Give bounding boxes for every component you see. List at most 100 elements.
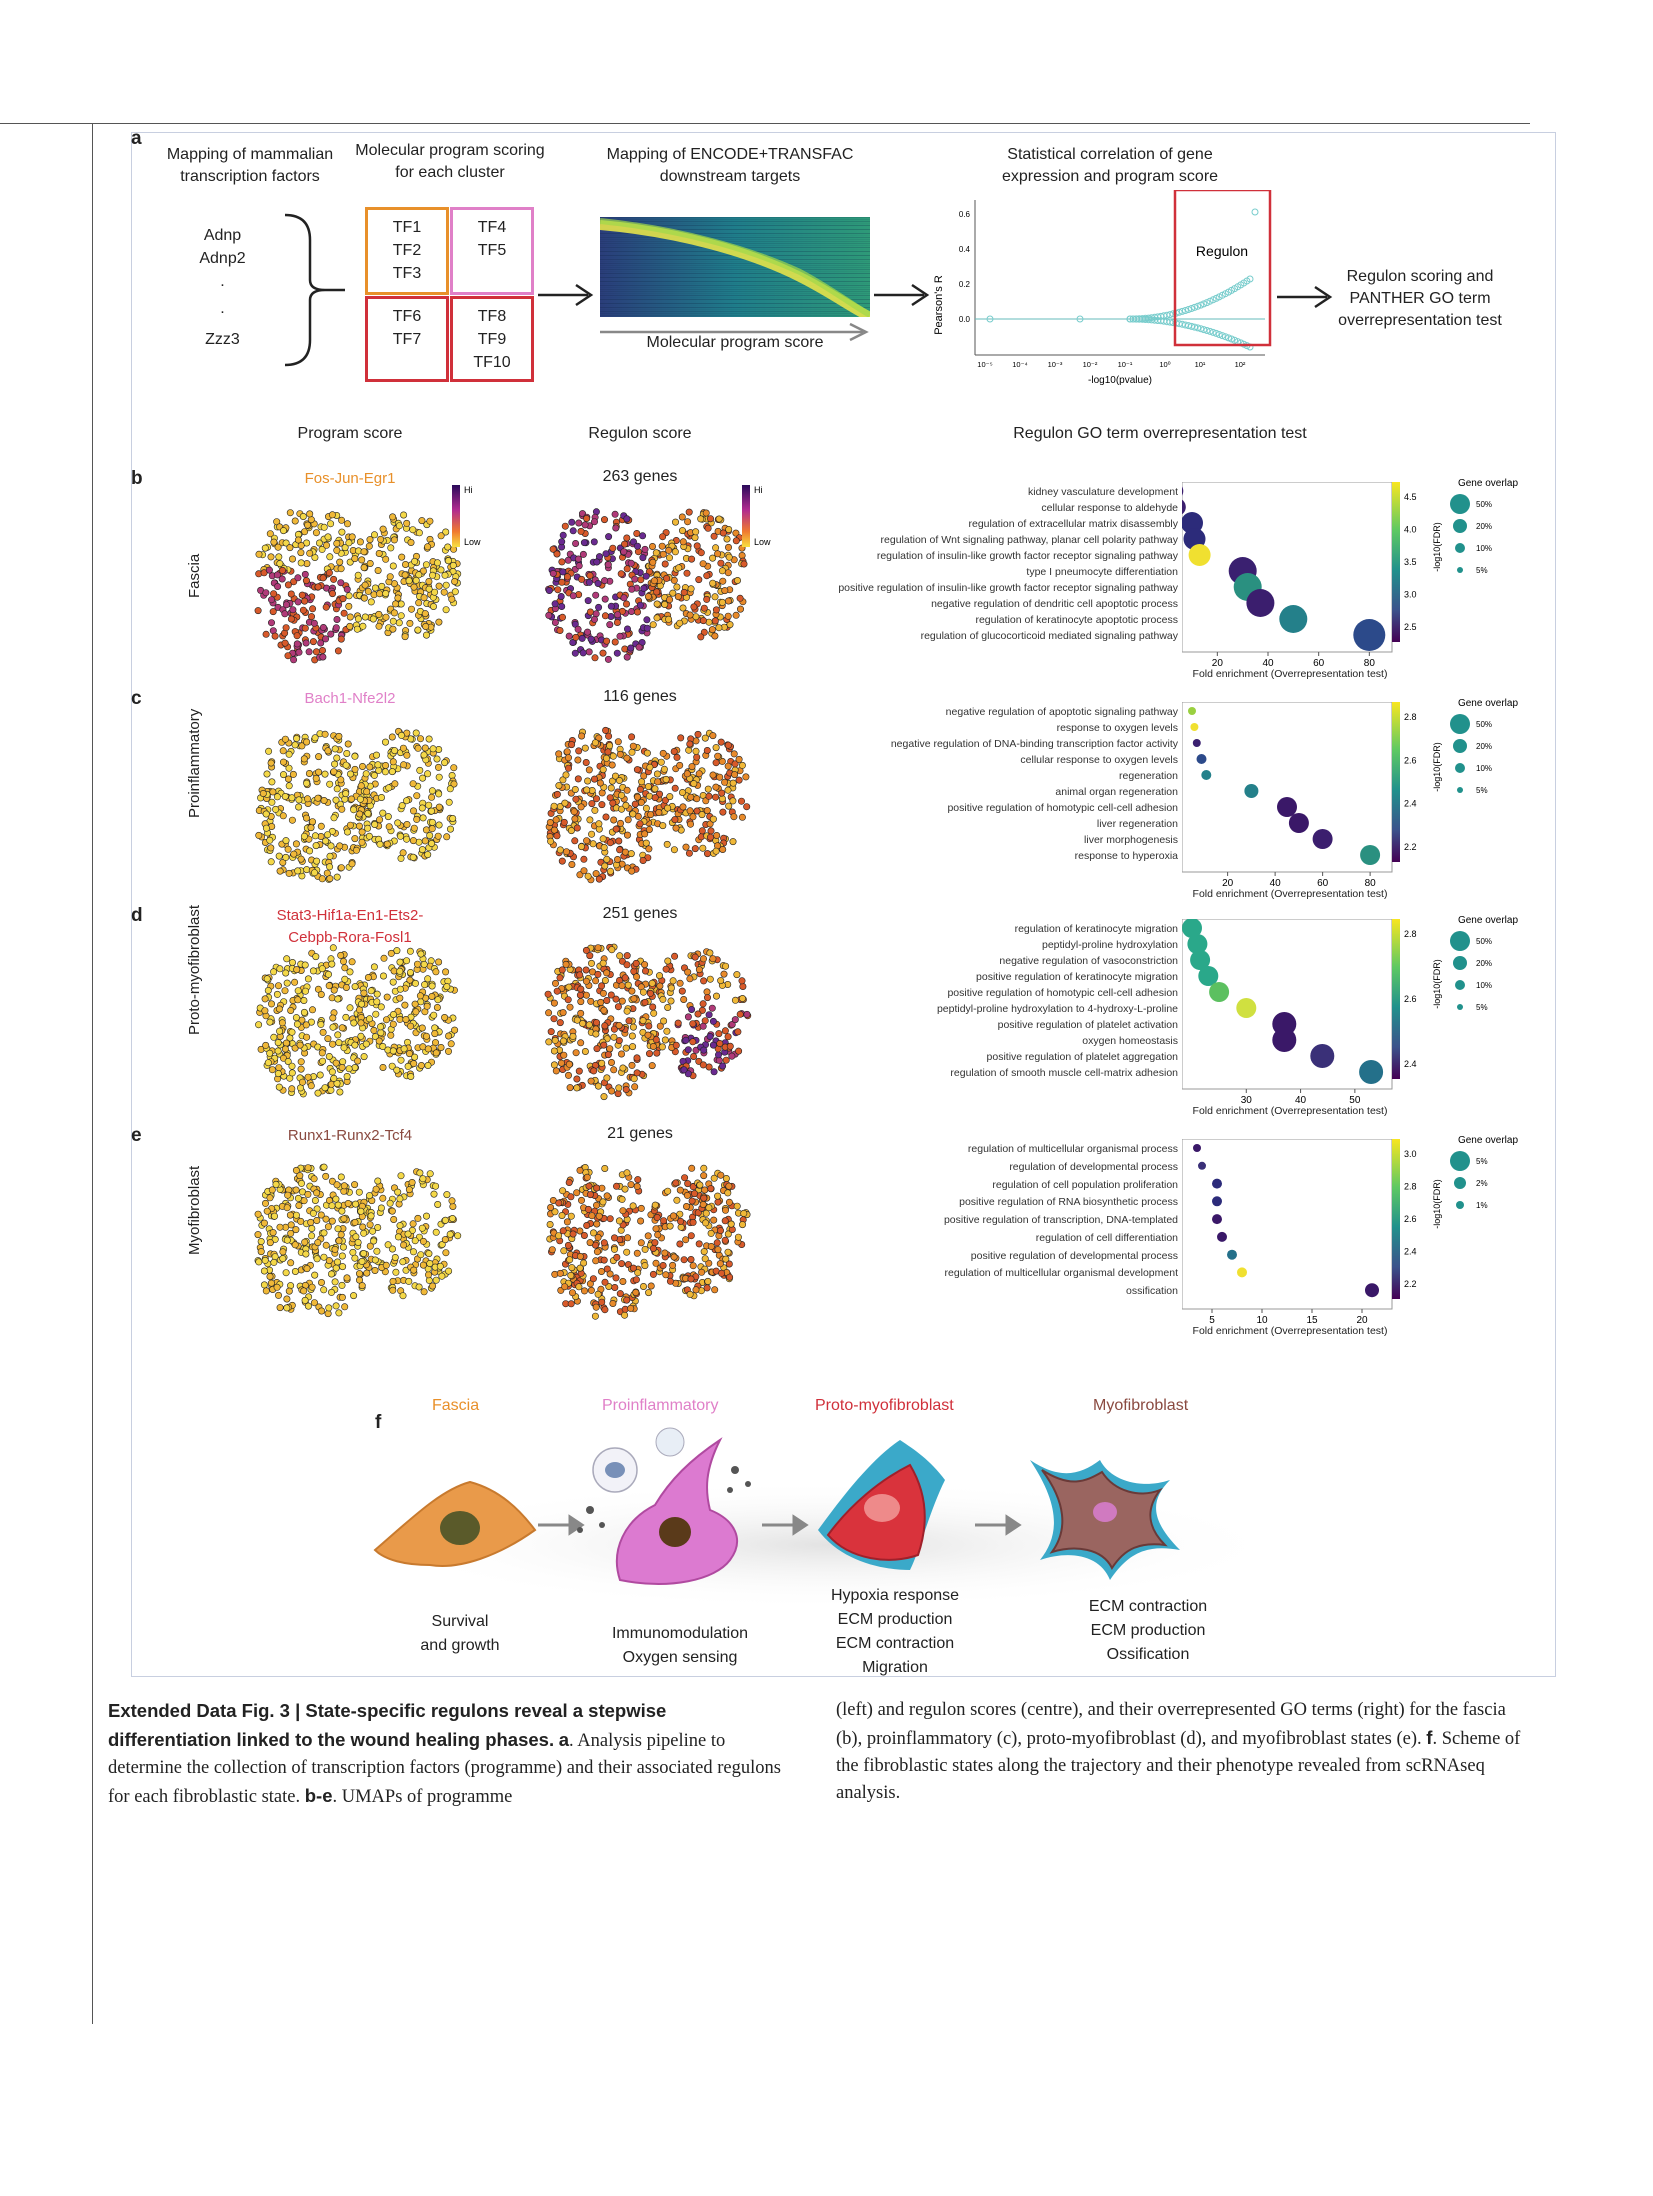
tf-box-4-text: TF8 TF9 TF10	[473, 308, 511, 371]
go-xlabel: Fold enrichment (Overrepresentation test…	[1192, 888, 1388, 900]
tf-program-name: Fos-Jun-Egr1	[304, 470, 396, 487]
colorbar-low: Low	[464, 537, 481, 547]
go-term-label: liver regeneration	[1096, 818, 1178, 830]
go-xtick: 20	[1212, 658, 1224, 669]
arrow-icon	[1277, 285, 1333, 309]
fdr-tick: 3.5	[1404, 557, 1417, 567]
panel-letter-d: d	[131, 905, 143, 926]
fdr-tick: 4.5	[1404, 492, 1417, 502]
size-legend-title: Gene overlap	[1458, 915, 1518, 926]
size-legend-label: 1%	[1476, 1201, 1488, 1210]
scatter-ytick: 0.6	[959, 210, 971, 219]
go-dot	[1244, 784, 1259, 798]
go-term-label: positive regulation of transcription, DN…	[943, 1214, 1178, 1227]
phenotype-line: ECM production	[1090, 1622, 1206, 1639]
tf-ellipsis: .	[220, 300, 225, 317]
heatmap-arrow-icon	[600, 322, 869, 342]
go-dot	[1192, 739, 1201, 747]
arrow-icon	[538, 283, 594, 307]
go-dotplot: 20 40 60 80	[1182, 702, 1393, 889]
program-score-umap	[254, 509, 462, 664]
caption-be-lead: b-e	[304, 1785, 333, 1806]
state-label: Proinflammatory	[186, 708, 203, 818]
regulon-score-umap	[546, 1163, 751, 1320]
size-legend-label: 5%	[1476, 1157, 1488, 1166]
tf-box-3: TF6 TF7	[365, 296, 449, 382]
size-legend-label: 5%	[1476, 566, 1488, 575]
regulon-label: Regulon	[1196, 243, 1248, 259]
scatter-xtick: 10⁻³	[1048, 360, 1063, 369]
tf-program-title: Runx1-Runx2-Tcf4	[255, 1125, 445, 1147]
panel-letter-b: b	[131, 468, 143, 489]
caption-be-text-cont: (left) and regulon scores (centre), and …	[836, 1700, 1506, 1749]
regulon-score-umap	[544, 943, 752, 1101]
size-legend-label: 20%	[1476, 742, 1492, 751]
go-term-label: response to hyperoxia	[1074, 850, 1178, 862]
panel-a-col4-header: Statistical correlation of gene expressi…	[1001, 146, 1219, 185]
size-legend-label: 50%	[1476, 937, 1492, 946]
header-rule	[0, 123, 1530, 124]
go-dot	[1310, 1044, 1335, 1068]
fdr-tick: 2.6	[1404, 1214, 1417, 1224]
fdr-tick: 4.0	[1404, 525, 1417, 535]
state-label: Fascia	[186, 553, 203, 598]
size-legend-dot	[1457, 787, 1463, 793]
size-legend-dot	[1453, 956, 1467, 970]
go-dotplot: 30 40 50	[1182, 919, 1393, 1106]
caption-left: Extended Data Fig. 3 | State-specific re…	[108, 1697, 788, 1811]
colorbar-hi: Hi	[754, 485, 763, 495]
scatter-ytick: 0.2	[959, 280, 971, 289]
state-title-fascia: Fascia	[432, 1397, 480, 1414]
go-dot	[1187, 934, 1208, 954]
size-legend-label: 20%	[1476, 959, 1492, 968]
size-legend-dot	[1455, 980, 1465, 990]
go-dotplot: 5 10 15 20	[1182, 1139, 1393, 1326]
tf-box-2-text: TF4 TF5	[477, 219, 507, 259]
fdr-label: -log10(FDR)	[1432, 1179, 1442, 1229]
size-legend-label: 2%	[1476, 1179, 1488, 1188]
size-legend-label: 5%	[1476, 786, 1488, 795]
panel-letter-e: e	[131, 1125, 142, 1146]
go-test-header: Regulon GO term overrepresentation test	[1013, 425, 1307, 442]
go-term-label: positive regulation of RNA biosynthetic …	[959, 1196, 1178, 1209]
phenotype-line: Oxygen sensing	[622, 1649, 738, 1666]
tf-name: Adnp2	[199, 250, 246, 267]
panel-letter-f: f	[375, 1412, 382, 1433]
go-term-label: positive regulation of keratinocyte migr…	[976, 971, 1178, 983]
go-term-label: regulation of keratinocyte migration	[1014, 923, 1178, 935]
go-xtick: 5	[1209, 1315, 1215, 1326]
go-term-label: regulation of developmental process	[1009, 1160, 1178, 1173]
fdr-tick: 3.0	[1404, 1149, 1417, 1159]
fascia-cell-icon	[373, 1480, 537, 1567]
caption-a-lead: a	[558, 1729, 570, 1750]
program-score-umap	[254, 1163, 462, 1318]
size-legend-dot	[1455, 543, 1465, 553]
go-dot	[1182, 919, 1202, 938]
proto-myofibroblast-cell-icon	[818, 1440, 945, 1570]
fdr-label: -log10(FDR)	[1432, 959, 1442, 1009]
go-dot	[1277, 797, 1297, 817]
scatter-ytick: 0.4	[959, 245, 971, 254]
panel-letter-c: c	[131, 688, 142, 709]
fdr-tick: 2.8	[1404, 712, 1417, 722]
figure-frame	[131, 132, 1556, 1677]
go-term-label: regulation of keratinocyte apoptotic pro…	[975, 614, 1178, 626]
caption-title: Extended Data Fig. 3 | State-specific re…	[108, 1700, 667, 1750]
tf-box-2: TF4 TF5	[450, 207, 534, 295]
go-term-label: regulation of cell differentiation	[1035, 1231, 1178, 1244]
go-term-label: positive regulation of platelet aggregat…	[986, 1051, 1178, 1063]
size-legend-dot	[1455, 763, 1465, 773]
go-dot	[1236, 998, 1257, 1018]
go-term-label: positive regulation of developmental pro…	[970, 1249, 1178, 1262]
regulon-gene-count: 116 genes	[603, 688, 677, 705]
fdr-tick: 2.6	[1404, 755, 1417, 765]
regulon-gene-count: 263 genes	[602, 468, 678, 485]
go-term-label: regulation of Wnt signaling pathway, pla…	[880, 534, 1178, 546]
fdr-tick: 3.0	[1404, 590, 1417, 600]
go-dot	[1209, 982, 1230, 1002]
gene-overlap-legend: Gene overlap 50% 20% 10% 5%	[1450, 478, 1518, 575]
go-term-label: negative regulation of apoptotic signali…	[945, 706, 1178, 718]
size-legend-dot	[1453, 739, 1467, 753]
phenotype-line: ECM contraction	[835, 1635, 955, 1652]
go-dot	[1190, 950, 1211, 970]
